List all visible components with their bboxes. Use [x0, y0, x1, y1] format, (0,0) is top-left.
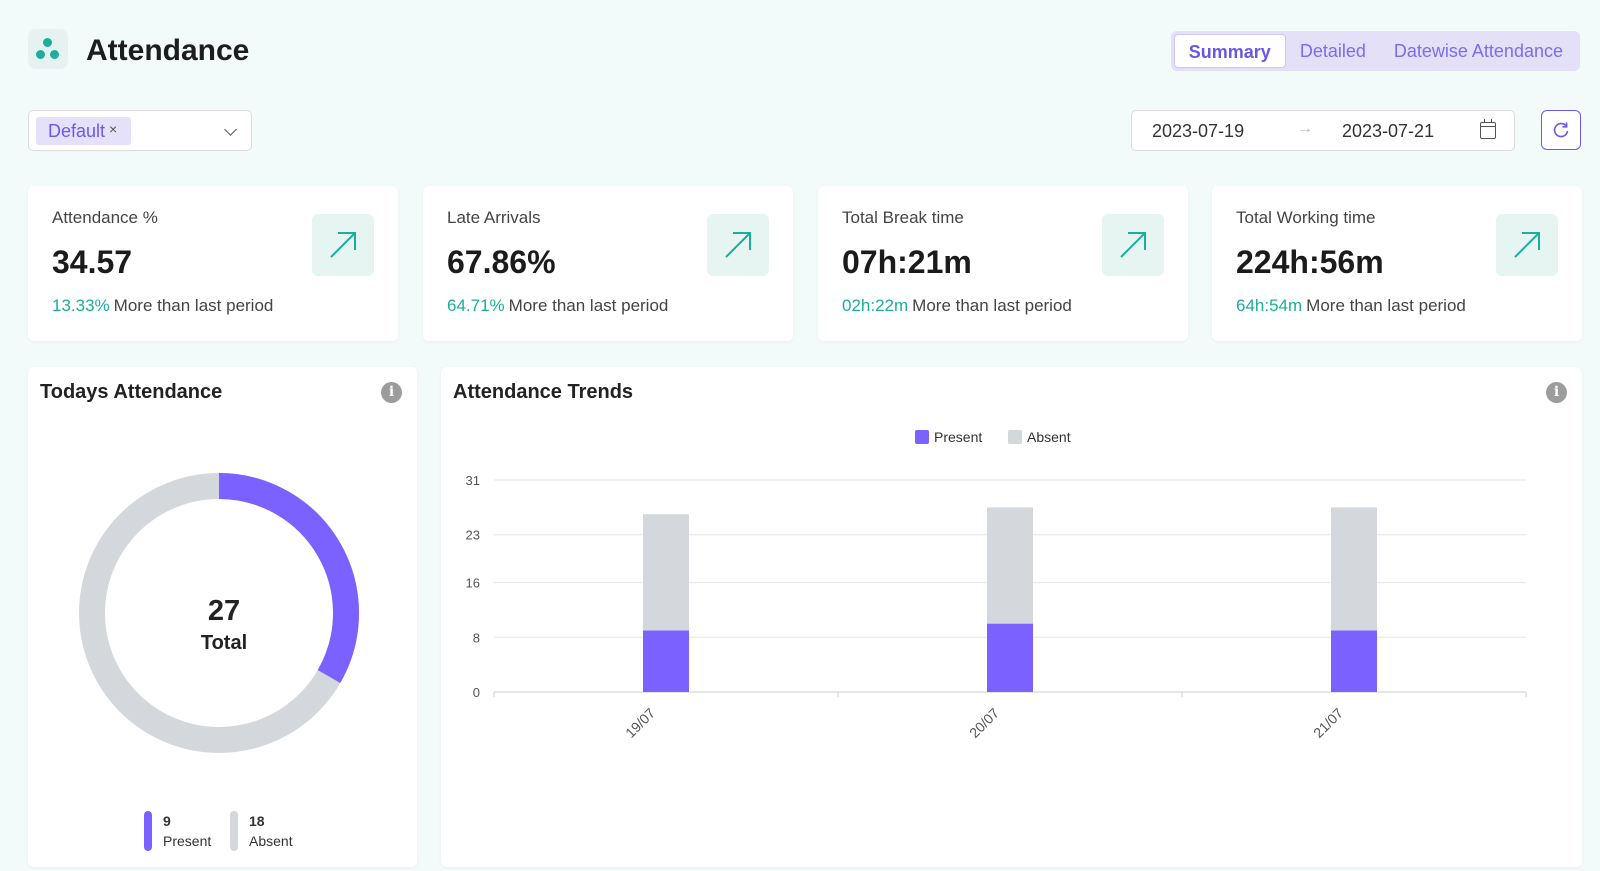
- absent-label: Absent: [249, 833, 293, 849]
- refresh-button[interactable]: [1541, 110, 1581, 150]
- present-label: Present: [163, 833, 212, 849]
- stat-card-late-arrivals: Late Arrivals 67.86% 64.71% More than las…: [423, 186, 793, 341]
- panel-title: Attendance Trends: [453, 381, 634, 403]
- arrow-up-right-icon: [1102, 214, 1164, 276]
- stat-label: Total Working time: [1236, 208, 1376, 227]
- y-tick-label: 0: [473, 685, 480, 700]
- tag-label: Default: [48, 121, 106, 141]
- stat-footnote: 02h:22m More than last period: [842, 296, 1072, 316]
- bar-absent-20-07: [987, 507, 1033, 624]
- attendance-trends-chart: Present Absent 31 23 16 8 0 19/07 20/07 21/07: [466, 429, 1527, 741]
- attendance-trends-panel: Attendance Trends i Present Absent 31 23 16 8…: [441, 367, 1582, 867]
- stat-delta: 02h:22m: [842, 296, 909, 315]
- cluster-dots-icon: [28, 29, 68, 69]
- donut-present-arc: [218, 473, 359, 683]
- tab-detailed[interactable]: Detailed: [1299, 41, 1366, 61]
- tab-summary[interactable]: Summary: [1173, 34, 1286, 68]
- x-tick-label: 20/07: [966, 705, 1002, 741]
- bar-present-19-07: [643, 630, 689, 692]
- info-icon[interactable]: i: [381, 382, 402, 403]
- info-icon[interactable]: i: [1546, 382, 1567, 403]
- stat-label: Late Arrivals: [447, 208, 541, 227]
- stat-card-working-time: Total Working time 224h:56m 64h:54m More …: [1212, 186, 1582, 341]
- arrow-up-right-icon: [707, 214, 769, 276]
- legend-swatch-absent: [1008, 430, 1022, 444]
- total-value: 27: [207, 595, 241, 627]
- bar-present-20-07: [987, 623, 1033, 692]
- stat-delta: 13.33%: [52, 296, 110, 315]
- stat-card-attendance: Attendance % 34.57 13.33% More than last …: [28, 186, 398, 341]
- page-header: Attendance Summary Detailed Datewise Att…: [28, 28, 1580, 76]
- view-tabs: Summary Detailed Datewise Attendance: [1170, 31, 1580, 71]
- bar-absent-21-07: [1331, 507, 1377, 631]
- legend-label-present: Present: [934, 429, 982, 445]
- y-tick-label: 23: [466, 528, 480, 543]
- y-tick-label: 31: [466, 473, 480, 488]
- legend-present: 9 Present: [144, 811, 211, 851]
- stat-note: More than last period: [113, 296, 274, 315]
- bar-present-21-07: [1331, 630, 1377, 692]
- stat-footnote: 13.33% More than last period: [52, 296, 273, 316]
- y-tick-label: 8: [473, 630, 480, 645]
- stat-label: Attendance %: [52, 208, 158, 227]
- stat-note: More than last period: [912, 296, 1072, 315]
- stat-card-break-time: Total Break time 07h:21m 02h:22m More tha…: [818, 186, 1188, 341]
- stat-value: 34.57: [52, 244, 133, 280]
- end-date-input[interactable]: 2023-07-21: [1342, 121, 1435, 141]
- stat-label: Total Break time: [842, 208, 964, 227]
- legend-absent: 18 Absent: [230, 811, 293, 851]
- panel-title: Todays Attendance: [40, 381, 223, 403]
- stat-footnote: 64.71% More than last period: [447, 296, 668, 316]
- x-tick-label: 19/07: [622, 705, 658, 741]
- todays-attendance-panel: Todays Attendance i 27 Total 9 Present 1…: [28, 367, 417, 867]
- stat-value: 224h:56m: [1236, 244, 1384, 280]
- total-label: Total: [200, 632, 248, 654]
- refresh-icon: [1553, 122, 1569, 138]
- attendance-donut: [79, 473, 359, 753]
- stat-note: More than last period: [508, 296, 669, 315]
- arrow-right-icon: →: [1297, 120, 1313, 137]
- x-tick-label: 21/07: [1310, 705, 1346, 741]
- tab-datewise-attendance[interactable]: Datewise Attendance: [1393, 41, 1563, 61]
- date-range-picker[interactable]: 2023-07-19 → 2023-07-21: [1131, 110, 1515, 151]
- remove-tag-icon[interactable]: ×: [109, 121, 118, 137]
- stat-delta: 64.71%: [447, 296, 505, 315]
- present-count: 9: [163, 813, 171, 829]
- y-tick-label: 16: [466, 576, 480, 591]
- chart-legend: Present Absent: [915, 429, 1071, 445]
- donut-total: 27 Total: [28, 595, 420, 655]
- legend-label-absent: Absent: [1027, 429, 1071, 445]
- absent-color-bar: [230, 811, 238, 851]
- stat-footnote: 64h:54m More than last period: [1236, 296, 1466, 316]
- stat-delta: 64h:54m: [1236, 296, 1303, 315]
- page-title: Attendance: [86, 34, 250, 67]
- stat-note: More than last period: [1306, 296, 1466, 315]
- stat-value: 67.86%: [447, 244, 556, 280]
- legend-swatch-present: [915, 430, 929, 444]
- selected-tag: Default ×: [36, 117, 132, 145]
- arrow-up-right-icon: [312, 214, 374, 276]
- absent-count: 18: [249, 813, 265, 829]
- arrow-up-right-icon: [1496, 214, 1558, 276]
- stat-value: 07h:21m: [842, 244, 972, 280]
- bar-absent-19-07: [643, 514, 689, 631]
- calendar-icon[interactable]: [1480, 119, 1496, 139]
- chevron-down-icon[interactable]: [224, 123, 237, 136]
- start-date-input[interactable]: 2023-07-19: [1152, 121, 1245, 141]
- group-select[interactable]: Default ×: [28, 110, 252, 151]
- present-color-bar: [144, 811, 152, 851]
